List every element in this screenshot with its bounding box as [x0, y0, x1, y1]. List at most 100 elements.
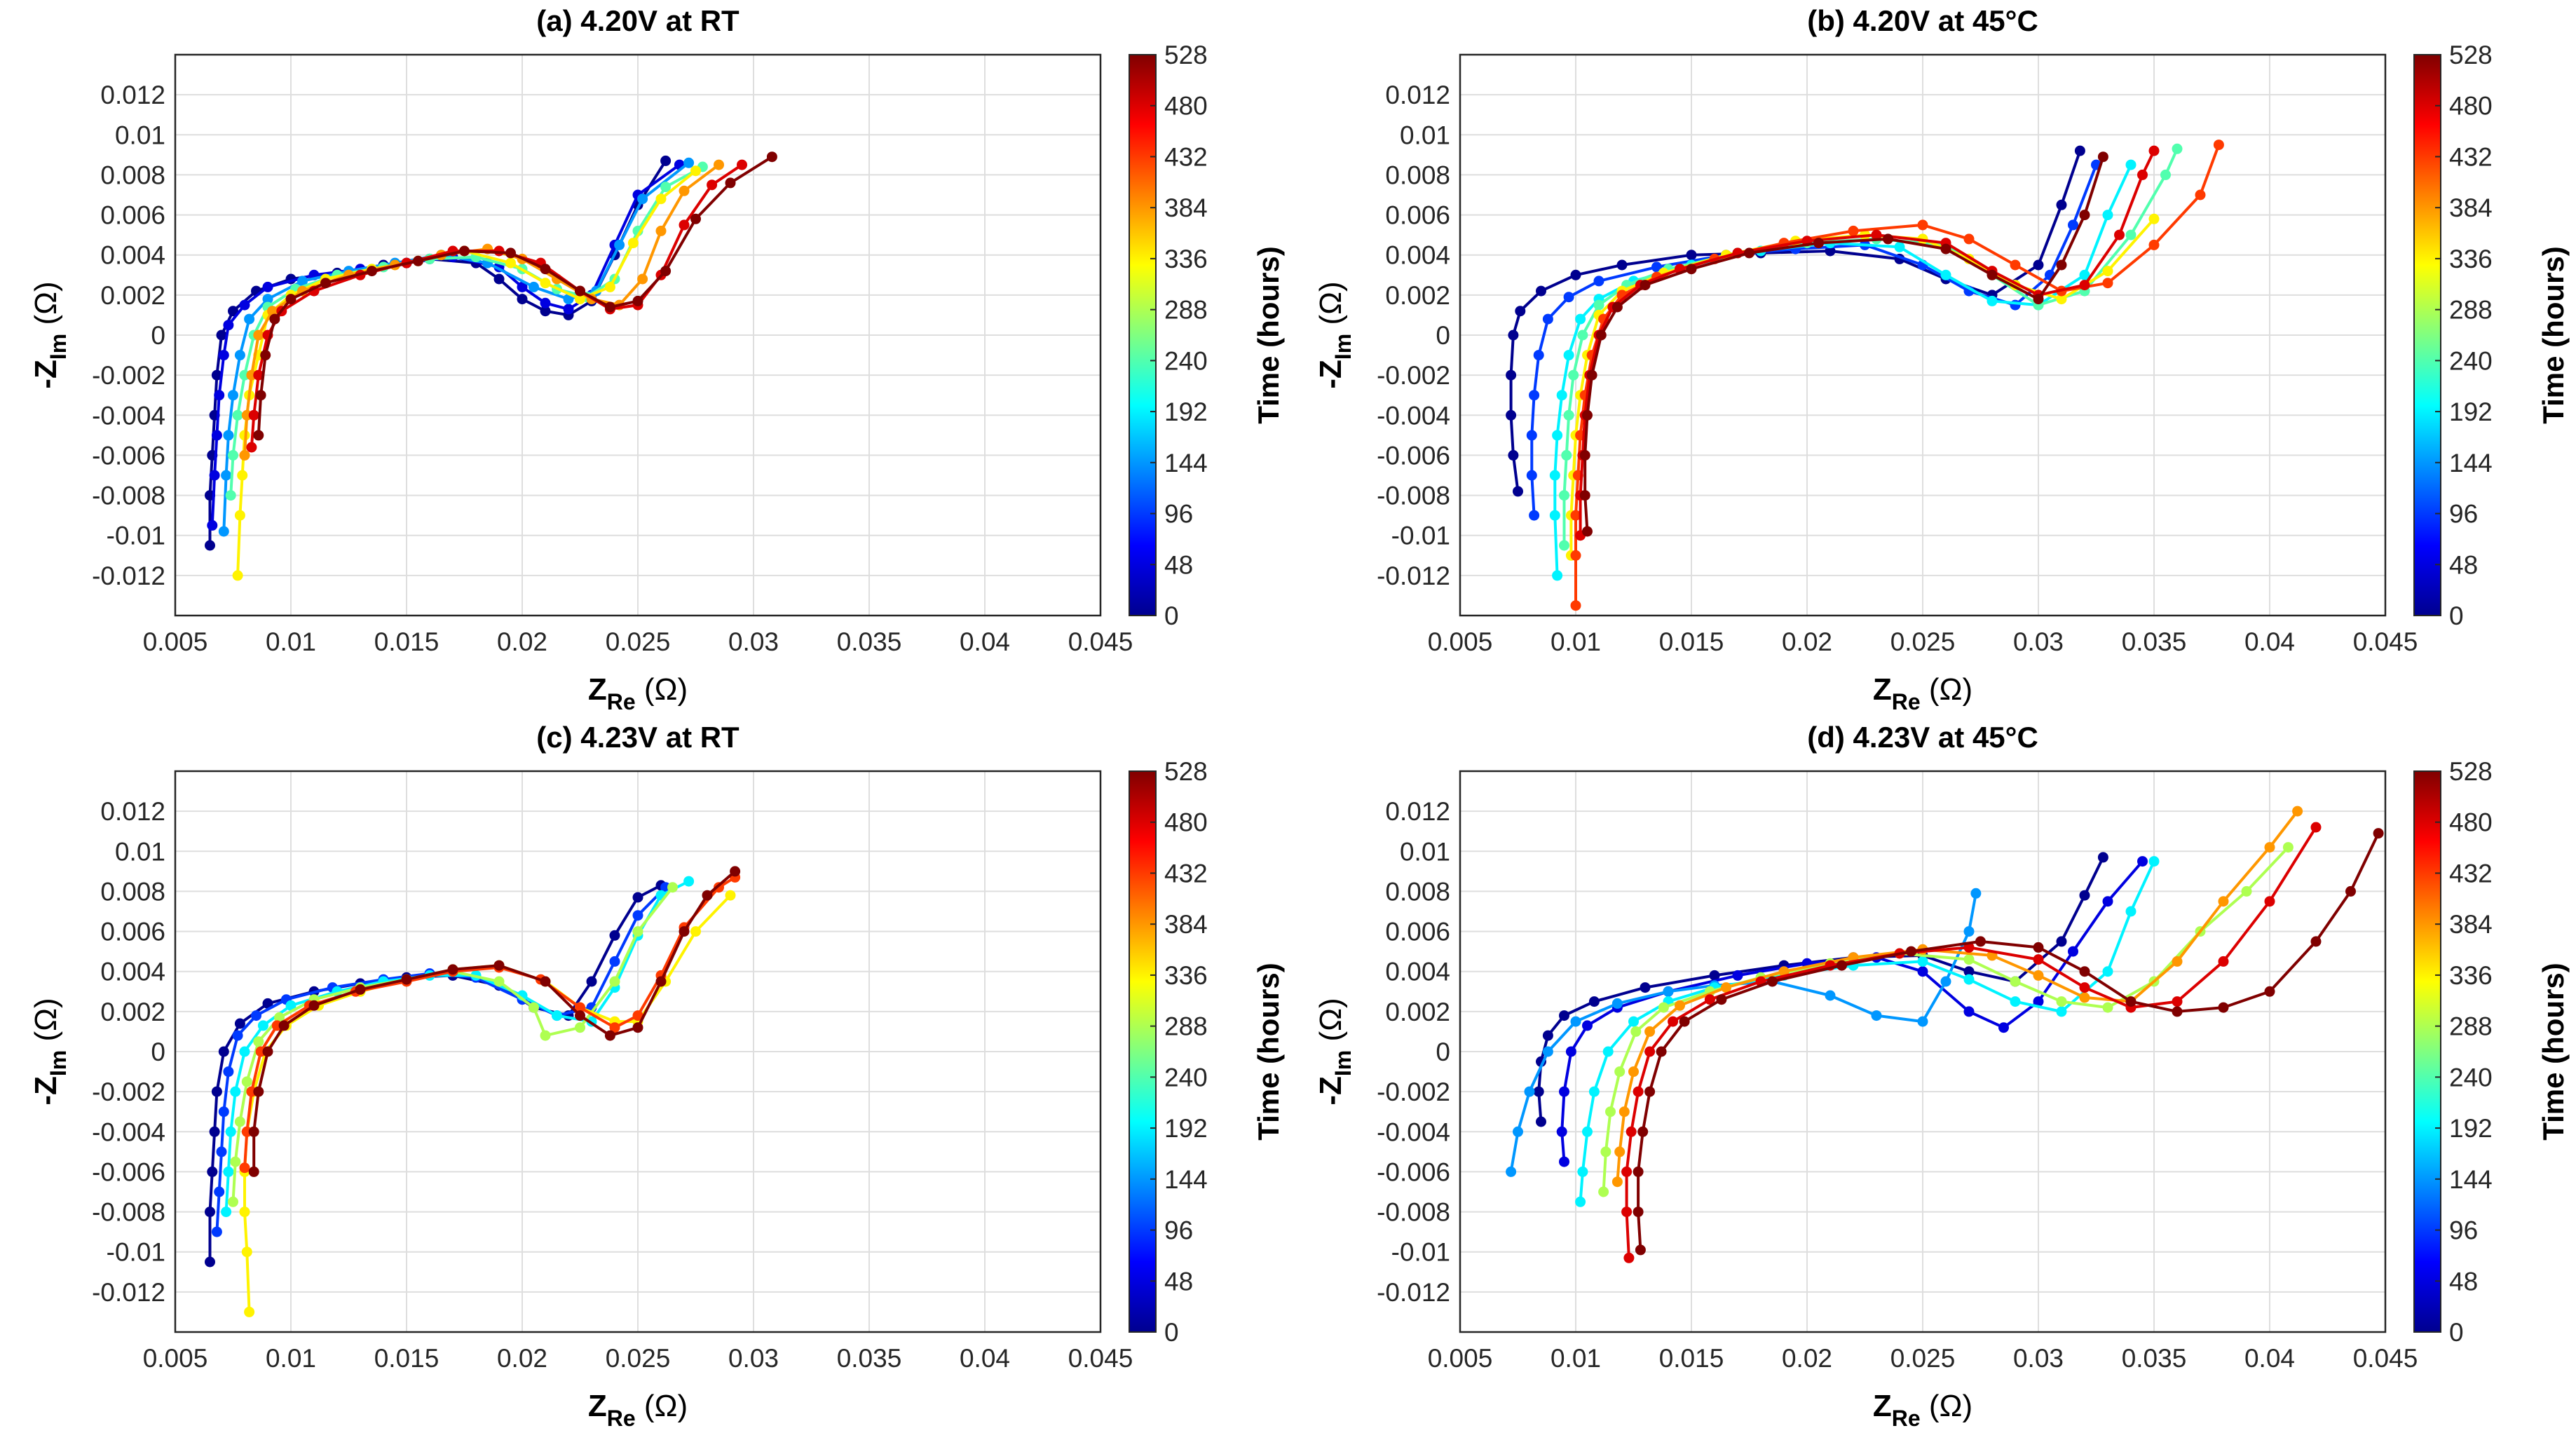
data-point — [632, 295, 643, 306]
axes-frame — [174, 770, 1102, 1333]
colorbar-tick-label: 0 — [2449, 602, 2464, 630]
data-point — [237, 470, 248, 481]
colorbar — [1129, 54, 1157, 616]
y-tick-label: 0.004 — [1385, 241, 1450, 270]
data-point — [2102, 210, 2113, 221]
data-point — [253, 430, 264, 441]
y-axis-label-unit: (Ω) — [1314, 281, 1348, 333]
data-point — [2033, 970, 2044, 981]
data-point — [234, 510, 245, 521]
data-point — [459, 245, 470, 257]
data-point — [269, 313, 280, 325]
data-point — [2079, 966, 2090, 977]
x-tick-label: 0.04 — [960, 1344, 1010, 1373]
data-point — [1549, 470, 1560, 481]
data-point — [1582, 1126, 1593, 1137]
x-axis-label-sub: Re — [1892, 1406, 1921, 1431]
data-point — [2079, 210, 2090, 221]
colorbar-tick-label: 288 — [1164, 1012, 1208, 1041]
y-tick-label: 0.012 — [100, 81, 165, 109]
y-tick-label: -0.012 — [1377, 562, 1450, 590]
data-point — [221, 470, 232, 481]
data-point — [1721, 982, 1731, 993]
colorbar-tick-label: 192 — [1164, 1114, 1208, 1143]
data-point — [218, 1046, 229, 1057]
data-point — [1600, 1146, 1611, 1157]
data-point — [2097, 852, 2108, 863]
data-point — [540, 1030, 551, 1041]
data-point — [1894, 241, 1905, 252]
y-tick-label: -0.008 — [92, 482, 165, 510]
data-point — [262, 281, 273, 292]
x-axis-label-unit: (Ω) — [636, 672, 688, 707]
data-point — [2079, 280, 2090, 291]
data-point — [1975, 936, 1986, 947]
x-axis-label-sub: Re — [607, 689, 636, 714]
colorbar-tick-label: 0 — [1164, 1318, 1179, 1347]
colorbar-tick-label: 144 — [1164, 449, 1208, 477]
colorbar-tick-label: 528 — [2449, 41, 2493, 69]
data-point — [1563, 350, 1574, 361]
data-point — [1559, 1156, 1569, 1167]
data-point — [637, 273, 648, 285]
y-tick-label: -0.004 — [92, 1117, 165, 1146]
data-point — [1559, 540, 1569, 551]
data-point — [216, 330, 227, 341]
colorbar-label: Time (hours) — [1252, 246, 1285, 424]
y-axis-label-main: -Z — [1314, 360, 1348, 389]
data-point — [1628, 1016, 1639, 1027]
data-point — [260, 350, 271, 361]
data-point — [1744, 247, 1754, 259]
chart-panel-3: 0.005 0.01 0.015 0.02 0.025 0.03 0.035 0.04 0.04… — [29, 721, 1285, 1431]
y-tick-label: -0.01 — [1391, 1238, 1450, 1267]
data-point — [707, 179, 718, 191]
data-point — [2172, 143, 2183, 154]
data-point — [2056, 259, 2067, 271]
x-axis-label-unit: (Ω) — [636, 1389, 688, 1423]
colorbar-tick-label: 240 — [2449, 346, 2493, 375]
colorbar-tick-label: 144 — [1164, 1165, 1208, 1194]
y-tick-label: 0.002 — [1385, 998, 1450, 1026]
data-point — [1593, 276, 1604, 287]
data-point — [257, 1020, 268, 1031]
x-tick-label: 0.025 — [606, 627, 671, 656]
data-point — [2033, 294, 2044, 305]
data-point — [2218, 896, 2229, 907]
data-point — [209, 470, 220, 481]
data-point — [2102, 1002, 2113, 1013]
data-point — [2079, 890, 2090, 901]
data-point — [1542, 1030, 1553, 1041]
x-tick-label: 0.005 — [1428, 1344, 1493, 1373]
data-point — [1579, 490, 1590, 501]
colorbar-tick-label: 288 — [1164, 296, 1208, 325]
y-tick-label: 0.01 — [115, 121, 165, 149]
colorbar-tick-label: 336 — [2449, 245, 2493, 273]
data-point — [1563, 409, 1574, 421]
data-point — [493, 273, 505, 285]
x-axis-label-unit: (Ω) — [1921, 1389, 1972, 1423]
data-point — [1848, 225, 1859, 236]
data-point — [239, 449, 250, 461]
data-point — [1813, 238, 1824, 249]
y-axis-label-unit: (Ω) — [29, 281, 63, 333]
data-point — [632, 1022, 643, 1033]
data-point — [1526, 430, 1537, 441]
data-point — [2137, 169, 2148, 180]
data-series-528h — [1579, 151, 2108, 537]
data-point — [1611, 301, 1623, 313]
colorbar-tick-label: 96 — [1164, 500, 1193, 529]
colorbar-tick-label: 192 — [2449, 398, 2493, 426]
x-tick-label: 0.035 — [837, 627, 902, 656]
colorbar-tick-label: 240 — [2449, 1063, 2493, 1092]
data-point — [1559, 490, 1569, 501]
colorbar-label: Time (hours) — [2537, 963, 2570, 1141]
data-point — [1556, 1126, 1567, 1137]
data-point — [1836, 960, 1847, 971]
colorbar-tick-label: 240 — [1164, 346, 1208, 375]
data-point — [627, 238, 639, 249]
chart-panel-2: 0.005 0.01 0.015 0.02 0.025 0.03 0.035 0.04 0.04… — [1314, 4, 2570, 714]
colorbar-tick-label: 48 — [2449, 550, 2478, 579]
y-axis-label-main: -Z — [29, 360, 63, 389]
data-point — [1582, 409, 1593, 421]
data-point — [1623, 1252, 1635, 1263]
